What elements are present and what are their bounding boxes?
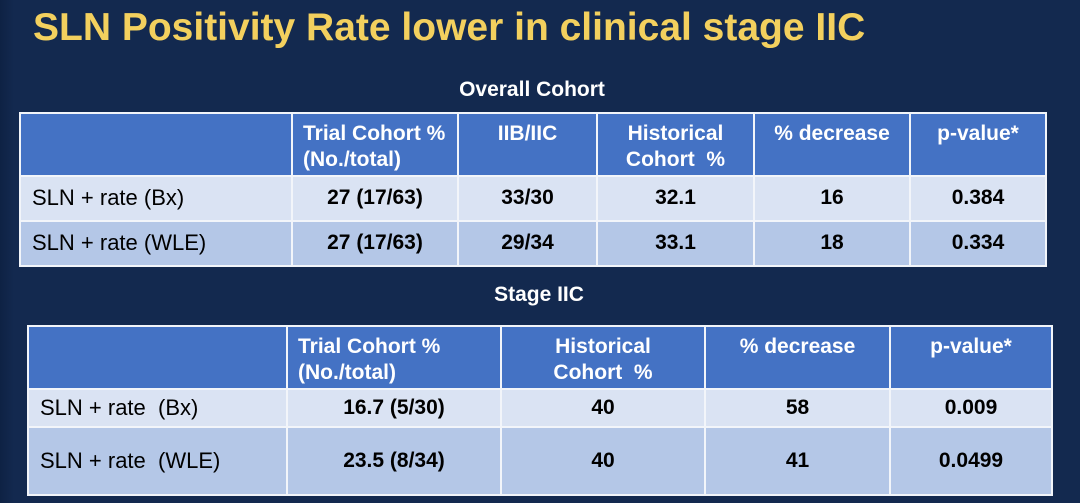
column-header-p-value: p-value* <box>889 325 1053 390</box>
overall-cohort-heading: Overall Cohort <box>459 78 605 101</box>
column-header-historical-cohort: Historical Cohort % <box>596 112 755 177</box>
column-header-p-value: p-value* <box>909 112 1047 177</box>
column-header-empty <box>19 112 293 177</box>
table-row-sln-wle: SLN + rate (WLE) 27 (17/63) 29/34 33.1 1… <box>19 219 1047 267</box>
table-row-sln-bx: SLN + rate (Bx) 16.7 (5/30) 40 58 0.009 <box>27 387 1053 428</box>
table-cell: 0.009 <box>889 387 1053 428</box>
table-cell: 40 <box>500 387 706 428</box>
slide-title: SLN Positivity Rate lower in clinical st… <box>33 6 866 49</box>
table-cell: 33.1 <box>596 219 755 267</box>
table-cell: 58 <box>704 387 891 428</box>
column-header-trial-cohort: Trial Cohort % (No./total) <box>291 112 459 177</box>
row-label: SLN + rate (WLE) <box>27 425 288 496</box>
table-cell: 41 <box>704 425 891 496</box>
column-header-percent-decrease: % decrease <box>704 325 891 390</box>
table-cell: 18 <box>753 219 911 267</box>
table-cell: 33/30 <box>457 174 598 222</box>
table-cell: 27 (17/63) <box>291 174 459 222</box>
table-row-sln-wle: SLN + rate (WLE) 23.5 (8/34) 40 41 0.049… <box>27 425 1053 496</box>
table-cell: 29/34 <box>457 219 598 267</box>
row-label: SLN + rate (Bx) <box>27 387 288 428</box>
table-cell: 16 <box>753 174 911 222</box>
table-row-sln-bx: SLN + rate (Bx) 27 (17/63) 33/30 32.1 16… <box>19 174 1047 222</box>
stage-iic-table: Trial Cohort % (No./total) Historical Co… <box>27 325 1053 496</box>
column-header-trial-cohort: Trial Cohort % (No./total) <box>286 325 502 390</box>
column-header-empty <box>27 325 288 390</box>
column-header-historical-cohort: Historical Cohort % <box>500 325 706 390</box>
column-header-percent-decrease: % decrease <box>753 112 911 177</box>
stage-iic-heading: Stage IIC <box>494 283 584 306</box>
table-cell: 0.384 <box>909 174 1047 222</box>
table-cell: 27 (17/63) <box>291 219 459 267</box>
table-cell: 0.0499 <box>889 425 1053 496</box>
overall-cohort-table: Trial Cohort % (No./total) IIB/IIC Histo… <box>19 112 1047 267</box>
table-cell: 16.7 (5/30) <box>286 387 502 428</box>
table-cell: 0.334 <box>909 219 1047 267</box>
table-header-row: Trial Cohort % (No./total) Historical Co… <box>27 325 1053 390</box>
column-header-iib-iic: IIB/IIC <box>457 112 598 177</box>
row-label: SLN + rate (WLE) <box>19 219 293 267</box>
table-cell: 32.1 <box>596 174 755 222</box>
row-label: SLN + rate (Bx) <box>19 174 293 222</box>
table-header-row: Trial Cohort % (No./total) IIB/IIC Histo… <box>19 112 1047 177</box>
table-cell: 23.5 (8/34) <box>286 425 502 496</box>
table-cell: 40 <box>500 425 706 496</box>
